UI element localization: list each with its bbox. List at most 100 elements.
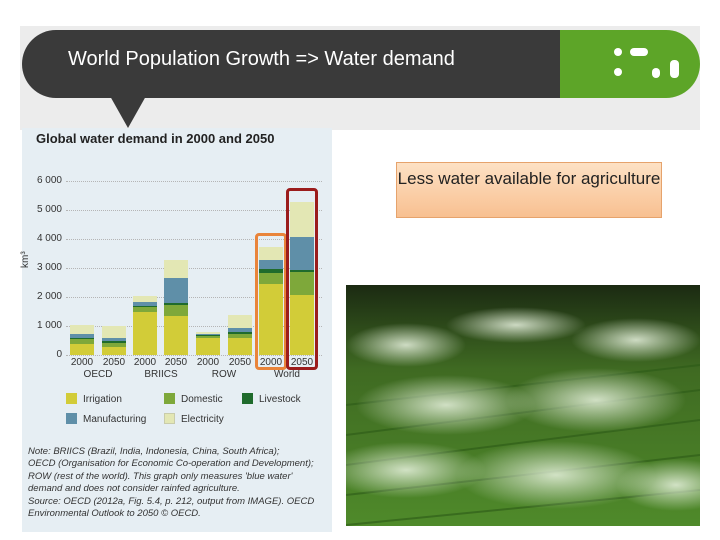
x-tick-label: 2000 [196, 357, 220, 368]
bar-segment-livestock [133, 306, 157, 308]
note-line: Environmental Outlook to 2050 © OECD. [28, 508, 201, 520]
bar-segment-livestock [196, 335, 220, 337]
bar-segment-manufacturing [164, 277, 188, 303]
bar-segment-electricity [228, 314, 252, 329]
bar-segment-electricity [133, 296, 157, 302]
highlight-box [255, 233, 287, 370]
bar-segment-manufacturing [259, 259, 283, 270]
note-line: ROW (rest of the world). This graph only… [28, 470, 293, 482]
gridline [66, 355, 322, 356]
bar-segment-domestic [70, 339, 94, 344]
bar-segment-manufacturing [102, 338, 126, 341]
bar-segment-irrigation [133, 312, 157, 355]
bar-segment-electricity [290, 201, 314, 237]
bar-segment-irrigation [228, 337, 252, 355]
x-tick-label: 2050 [290, 357, 314, 368]
gridline [66, 268, 322, 269]
group-label: BRIICS [144, 369, 178, 380]
title-bubble [22, 30, 600, 98]
gridline [66, 326, 322, 327]
bar-segment-manufacturing [290, 236, 314, 271]
legend-livestock: Livestock [242, 393, 301, 405]
note-line: Note: BRIICS (Brazil, India, Indonesia, … [28, 446, 280, 457]
bar-segment-irrigation [196, 337, 220, 355]
legend-label: Manufacturing [83, 414, 147, 425]
note-line: Source: OECD (2012a, Fig. 5.4, p. 212, o… [28, 495, 315, 507]
bar-segment-livestock [164, 302, 188, 305]
note-line: demand and does not consider rainfed agr… [28, 483, 240, 495]
bar-segment-domestic [196, 336, 220, 338]
x-tick-label: 2050 [102, 357, 126, 368]
title-bubble-tail [110, 96, 146, 128]
bar-segment-domestic [133, 307, 157, 313]
y-tick-label: 0 [56, 349, 62, 360]
bar-segment-irrigation [290, 294, 314, 355]
legend-swatch [164, 413, 175, 424]
group-label: ROW [211, 369, 237, 380]
chart-title: Global water demand in 2000 and 2050 [36, 131, 275, 146]
bar-segment-manufacturing [196, 333, 220, 336]
legend-swatch [242, 393, 253, 404]
y-tick-label: 3 000 [36, 262, 62, 273]
bar-segment-domestic [290, 272, 314, 295]
legend-swatch [164, 393, 175, 404]
bar-segment-livestock [102, 340, 126, 343]
x-tick-label: 2000 [70, 357, 94, 368]
legend-label: Domestic [181, 394, 223, 405]
highlight-box [286, 187, 318, 370]
x-tick-label: 2050 [228, 357, 252, 368]
callout-box: Less water available for agriculture [396, 162, 662, 218]
bar-segment-irrigation [164, 315, 188, 355]
note-line: OECD (Organisation for Economic Co-opera… [28, 458, 314, 470]
bar-segment-electricity [164, 259, 188, 278]
group-label: World [274, 369, 300, 380]
bar-segment-electricity [196, 331, 220, 334]
bar-segment-irrigation [259, 283, 283, 355]
bar-segment-manufacturing [70, 334, 94, 338]
chart-note: Note: BRIICS (Brazil, India, Indonesia, … [28, 446, 328, 520]
y-tick-label: 6 000 [36, 175, 62, 186]
legend-label: Livestock [259, 394, 301, 405]
logo-mark [614, 68, 622, 76]
bar-segment-electricity [70, 324, 94, 335]
legend-manufacturing: Manufacturing [66, 413, 146, 425]
y-tick-label: 1 000 [36, 320, 62, 331]
legend-swatch [66, 413, 77, 424]
logo-mark [652, 68, 660, 78]
bar-segment-livestock [259, 269, 283, 273]
bar-segment-livestock [228, 332, 252, 334]
bar-segment-domestic [228, 333, 252, 338]
legend-domestic: Domestic [164, 393, 223, 405]
legend-electricity: Electricity [164, 413, 224, 425]
logo-mark [670, 60, 679, 78]
logo-mark [630, 48, 648, 56]
gridline [66, 181, 322, 182]
gridline [66, 297, 322, 298]
bar-segment-electricity [259, 247, 283, 260]
bar-segment-manufacturing [133, 301, 157, 307]
bar-segment-domestic [259, 272, 283, 284]
logo-mark [614, 48, 622, 56]
y-tick-label: 4 000 [36, 233, 62, 244]
bar-segment-livestock [290, 270, 314, 273]
irrigation-photo [346, 285, 700, 526]
legend-label: Electricity [181, 414, 224, 425]
slide-title: World Population Growth => Water demand [68, 48, 455, 70]
gridline [66, 210, 322, 211]
bar-segment-domestic [102, 342, 126, 347]
bar-segment-livestock [70, 337, 94, 340]
x-tick-label: 2000 [259, 357, 283, 368]
sprinkler-field-image [346, 285, 700, 526]
bar-segment-electricity [102, 326, 126, 339]
x-tick-label: 2050 [164, 357, 188, 368]
bar-segment-manufacturing [228, 328, 252, 333]
legend-swatch [66, 393, 77, 404]
gridline [66, 239, 322, 240]
legend-label: Irrigation [83, 394, 122, 405]
bar-segment-irrigation [102, 346, 126, 355]
x-tick-label: 2000 [133, 357, 157, 368]
legend-irrigation: Irrigation [66, 393, 122, 405]
y-tick-label: 2 000 [36, 291, 62, 302]
group-label: OECD [83, 369, 113, 380]
bar-segment-irrigation [70, 343, 94, 355]
